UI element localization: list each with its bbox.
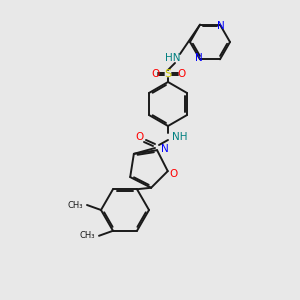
Text: S: S (164, 69, 172, 79)
Text: O: O (169, 169, 178, 179)
Text: N: N (217, 21, 225, 31)
Text: N: N (195, 53, 203, 63)
Text: O: O (151, 69, 159, 79)
Text: O: O (136, 132, 144, 142)
Text: O: O (177, 69, 185, 79)
Text: CH₃: CH₃ (80, 231, 95, 240)
Text: HN: HN (165, 53, 181, 63)
Text: NH: NH (172, 132, 188, 142)
Text: N: N (161, 144, 169, 154)
Text: CH₃: CH₃ (68, 200, 83, 209)
